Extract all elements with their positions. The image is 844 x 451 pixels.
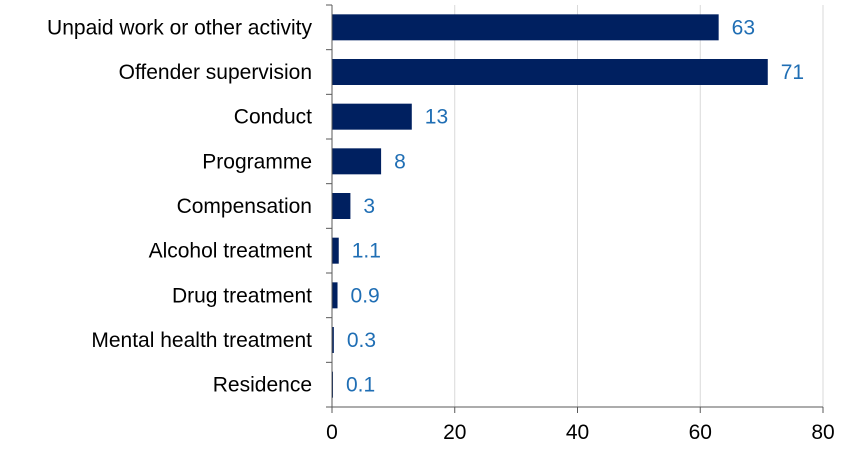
category-label: Programme [202, 150, 312, 173]
data-label: 71 [781, 61, 804, 84]
category-label: Mental health treatment [91, 329, 312, 352]
data-label: 63 [732, 16, 755, 39]
x-tick-labels: 0 20 40 60 80 [326, 421, 835, 444]
category-label: Residence [213, 374, 312, 397]
data-label: 0.1 [346, 374, 375, 397]
category-label: Drug treatment [172, 284, 312, 307]
data-label: 13 [425, 106, 448, 129]
bar [332, 103, 412, 130]
value-labels: 63 71 13 83 1.1 0.9 0.3 0.1 [346, 16, 804, 396]
category-label: Conduct [234, 106, 312, 129]
category-label: Alcohol treatment [149, 240, 313, 263]
bar [332, 14, 719, 41]
bar [332, 282, 338, 309]
data-label: 0.9 [351, 284, 380, 307]
category-label: Compensation [177, 195, 312, 218]
bar [332, 148, 382, 175]
data-label: 0.3 [347, 329, 376, 352]
bar [332, 237, 339, 264]
x-tick-label: 60 [689, 421, 712, 444]
data-label: 1.1 [352, 240, 381, 263]
bars [332, 14, 768, 398]
x-tick-label: 20 [443, 421, 466, 444]
x-tick-label: 40 [566, 421, 589, 444]
data-label: 3 [363, 195, 375, 218]
category-label: Offender supervision [119, 61, 312, 84]
bar [332, 193, 351, 219]
x-tick-label: 80 [811, 421, 834, 444]
x-tick-label: 0 [326, 421, 338, 444]
bar [332, 327, 334, 353]
axes [326, 4, 824, 413]
category-labels: Unpaid work or other activity Offender su… [47, 16, 312, 396]
data-label: 8 [394, 150, 406, 173]
bar [332, 59, 768, 85]
category-label: Unpaid work or other activity [47, 16, 312, 39]
